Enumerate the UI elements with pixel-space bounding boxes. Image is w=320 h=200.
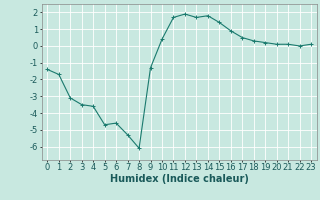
X-axis label: Humidex (Indice chaleur): Humidex (Indice chaleur) xyxy=(110,174,249,184)
